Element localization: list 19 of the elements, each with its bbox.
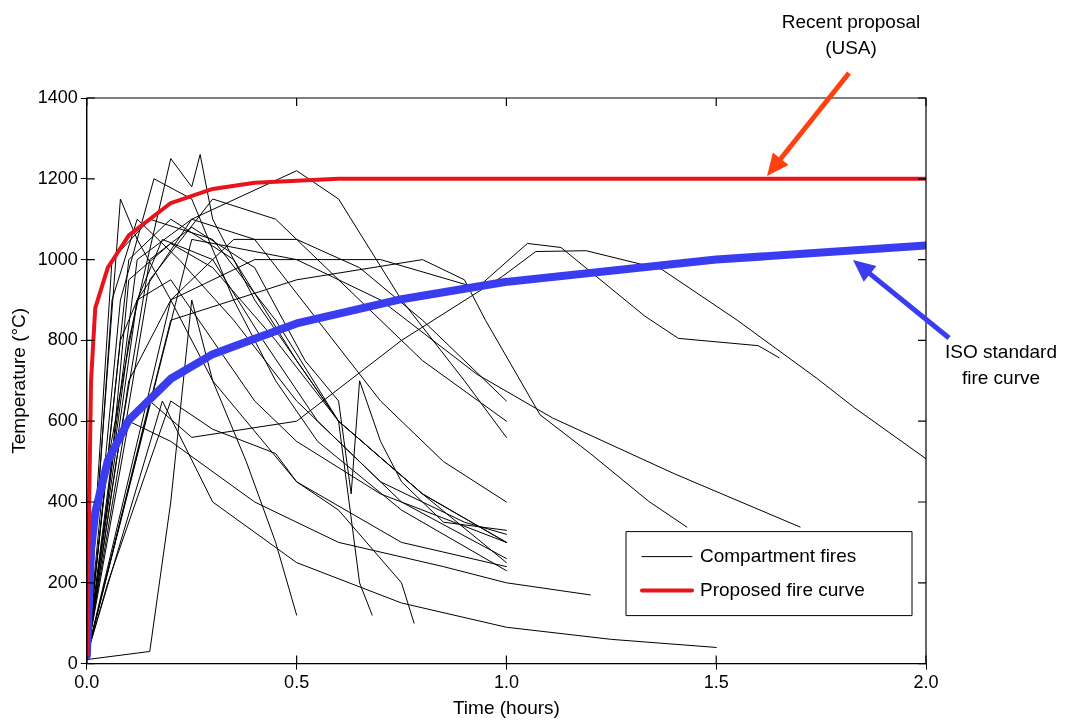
- x-tick-label: 1.0: [493, 672, 519, 693]
- y-tick-label: 600: [47, 410, 78, 431]
- y-axis-title: Temperature (°C): [7, 307, 29, 454]
- y-tick-label: 200: [47, 571, 78, 592]
- y-tick-label: 0: [67, 652, 78, 673]
- y-tick-label: 1000: [37, 248, 78, 269]
- x-axis-title: Time (hours): [452, 696, 560, 718]
- x-tick-label: 0.5: [284, 672, 310, 693]
- y-tick-label: 1400: [37, 86, 78, 107]
- x-tick-label: 2.0: [913, 672, 939, 693]
- text: Recent proposal (USA): [781, 11, 921, 59]
- legend-label: Compartment fires: [700, 544, 857, 566]
- x-tick-label: 1.5: [703, 672, 729, 693]
- y-tick-label: 400: [47, 490, 78, 511]
- y-tick-label: 800: [47, 329, 78, 350]
- text: ISO standard fire curve: [945, 341, 1057, 389]
- y-tick-label: 1200: [37, 167, 78, 188]
- legend-label: Proposed fire curve: [700, 578, 865, 600]
- x-tick-label: 0.0: [74, 672, 100, 693]
